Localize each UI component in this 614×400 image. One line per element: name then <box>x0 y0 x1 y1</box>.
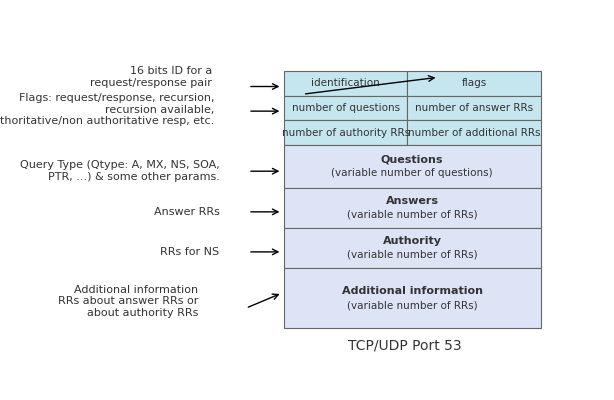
Text: Answers: Answers <box>386 196 439 206</box>
Bar <box>284 188 541 228</box>
Text: (variable number of questions): (variable number of questions) <box>332 168 493 178</box>
Bar <box>284 71 408 96</box>
Text: 16 bits ID for a
request/response pair: 16 bits ID for a request/response pair <box>90 66 212 88</box>
Text: Questions: Questions <box>381 155 443 165</box>
Text: flags: flags <box>462 78 487 88</box>
Text: (variable number of RRs): (variable number of RRs) <box>347 300 478 310</box>
Bar <box>284 96 408 120</box>
Text: Authority: Authority <box>383 236 441 246</box>
Bar <box>408 96 541 120</box>
Bar <box>284 145 541 188</box>
Text: number of questions: number of questions <box>292 103 400 113</box>
Text: Flags: request/response, recursion,
recursion available,
authoritative/non autho: Flags: request/response, recursion, recu… <box>0 93 215 126</box>
Text: Additional information: Additional information <box>342 286 483 296</box>
Text: TCP/UDP Port 53: TCP/UDP Port 53 <box>348 338 462 352</box>
Text: Answer RRs: Answer RRs <box>154 207 220 217</box>
Text: Additional information
RRs about answer RRs or
about authority RRs: Additional information RRs about answer … <box>58 284 198 318</box>
Text: number of authority RRs: number of authority RRs <box>282 128 410 138</box>
Bar <box>284 268 541 328</box>
Text: identification: identification <box>311 78 380 88</box>
Text: Query Type (Qtype: A, MX, NS, SOA,
PTR, ...) & some other params.: Query Type (Qtype: A, MX, NS, SOA, PTR, … <box>20 160 220 182</box>
Text: number of answer RRs: number of answer RRs <box>415 103 533 113</box>
Bar <box>408 71 541 96</box>
Bar <box>284 228 541 268</box>
Text: (variable number of RRs): (variable number of RRs) <box>347 250 478 260</box>
Text: number of additional RRs: number of additional RRs <box>408 128 540 138</box>
Text: (variable number of RRs): (variable number of RRs) <box>347 210 478 220</box>
Bar <box>408 120 541 145</box>
Bar <box>284 120 408 145</box>
Text: RRs for NS: RRs for NS <box>160 247 220 257</box>
